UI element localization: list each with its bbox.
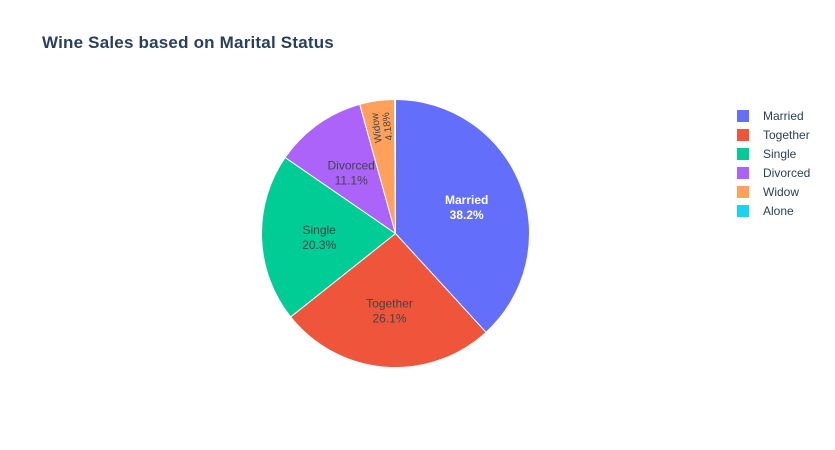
legend-label-divorced: Divorced: [763, 165, 811, 180]
pie-slice-together[interactable]: [289, 232, 487, 368]
legend-label-married: Married: [763, 108, 804, 123]
chart-title: Wine Sales based on Marital Status: [42, 33, 334, 52]
legend-item-together[interactable]: Together: [737, 125, 810, 144]
legend-label-widow: Widow: [763, 184, 800, 199]
slice-label-married: Married: [445, 193, 488, 207]
slice-label-together: Together: [366, 297, 413, 311]
slice-value-divorced: 11.1%: [335, 173, 368, 187]
legend-item-single[interactable]: Single: [737, 144, 810, 163]
slice-value-together: 26.1%: [372, 312, 406, 326]
legend-swatch-married: [737, 109, 749, 122]
legend-swatch-single: [737, 147, 749, 160]
pie-slice-married[interactable]: [395, 98, 530, 334]
legend-swatch-together: [737, 128, 749, 141]
pie-slice-divorced[interactable]: [284, 103, 397, 235]
legend-swatch-widow: [737, 185, 749, 198]
legend-label-together: Together: [763, 127, 810, 142]
legend-swatch-alone: [737, 204, 749, 217]
slice-label-widow: Widow: [370, 111, 385, 143]
legend-item-married[interactable]: Married: [737, 106, 810, 125]
slice-value-single: 20.3%: [302, 238, 336, 252]
legend-label-single: Single: [763, 146, 797, 161]
slice-label-divorced: Divorced: [328, 158, 375, 172]
slice-value-married: 38.2%: [450, 208, 484, 222]
legend-item-alone[interactable]: Alone: [737, 201, 810, 220]
legend-item-divorced[interactable]: Divorced: [737, 163, 810, 182]
legend: Married Together Single Divorced Widow Alone: [737, 106, 810, 220]
slice-value-widow: 4.18%: [381, 111, 396, 141]
slice-label-single: Single: [302, 223, 336, 237]
legend-swatch-divorced: [737, 166, 749, 179]
legend-label-alone: Alone: [763, 203, 794, 218]
pie-slice-single[interactable]: [261, 156, 397, 318]
legend-item-widow[interactable]: Widow: [737, 182, 810, 201]
pie-slice-alone[interactable]: [393, 98, 396, 234]
